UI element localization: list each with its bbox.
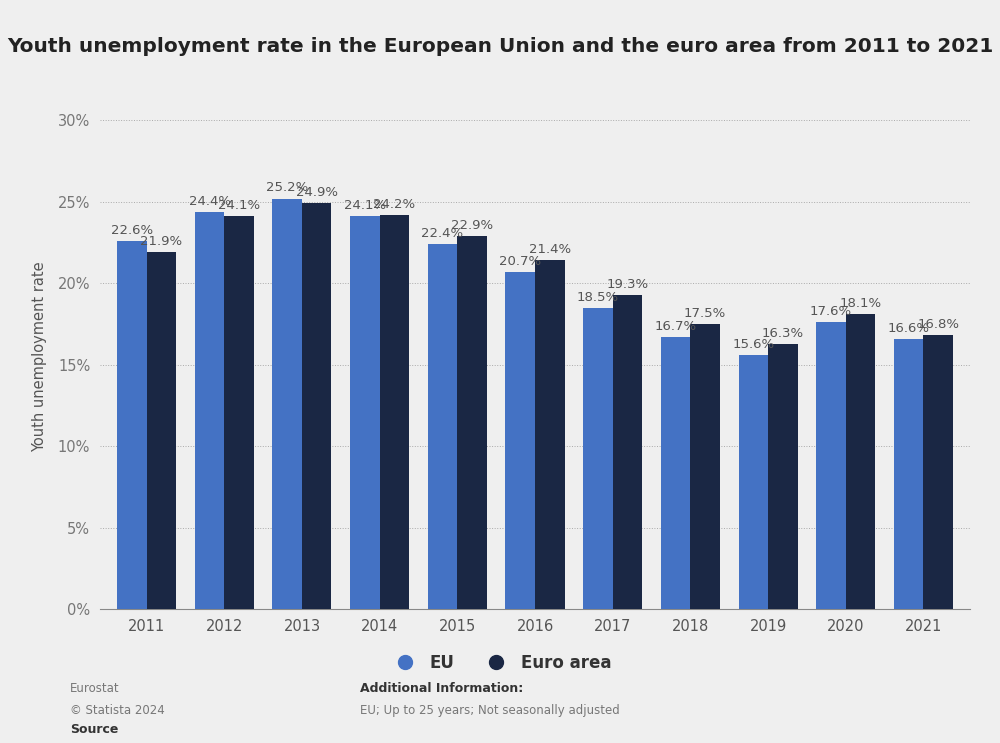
- Text: 16.6%: 16.6%: [888, 322, 930, 334]
- Text: 17.6%: 17.6%: [810, 305, 852, 318]
- Bar: [535, 261, 565, 609]
- Bar: [195, 212, 224, 609]
- Text: EU; Up to 25 years; Not seasonally adjusted: EU; Up to 25 years; Not seasonally adjus…: [360, 704, 620, 717]
- Text: 15.6%: 15.6%: [732, 338, 774, 351]
- Bar: [739, 355, 768, 609]
- Bar: [583, 308, 613, 609]
- Bar: [302, 204, 331, 609]
- Bar: [613, 295, 642, 609]
- Bar: [505, 272, 535, 609]
- Text: 16.3%: 16.3%: [762, 326, 804, 340]
- Bar: [224, 216, 254, 609]
- Text: 21.9%: 21.9%: [140, 236, 182, 248]
- Y-axis label: Youth unemployment rate: Youth unemployment rate: [32, 262, 47, 452]
- Text: 20.7%: 20.7%: [499, 255, 541, 267]
- Text: 22.6%: 22.6%: [111, 224, 153, 237]
- Text: 16.7%: 16.7%: [655, 320, 697, 333]
- Bar: [661, 337, 690, 609]
- Bar: [147, 253, 176, 609]
- Text: 24.9%: 24.9%: [296, 186, 338, 199]
- Bar: [428, 244, 457, 609]
- Bar: [846, 314, 875, 609]
- Bar: [272, 198, 302, 609]
- Text: 18.5%: 18.5%: [577, 291, 619, 304]
- Bar: [457, 236, 487, 609]
- Bar: [690, 324, 720, 609]
- Text: 24.4%: 24.4%: [189, 195, 231, 207]
- Text: 16.8%: 16.8%: [917, 319, 959, 331]
- Bar: [350, 216, 380, 609]
- Text: 24.2%: 24.2%: [373, 198, 415, 211]
- Text: Youth unemployment rate in the European Union and the euro area from 2011 to 202: Youth unemployment rate in the European …: [7, 37, 993, 56]
- Bar: [894, 339, 923, 609]
- Text: 21.4%: 21.4%: [529, 244, 571, 256]
- Text: Source: Source: [70, 723, 118, 736]
- Text: Eurostat: Eurostat: [70, 682, 120, 695]
- Text: 17.5%: 17.5%: [684, 307, 726, 320]
- Bar: [117, 241, 147, 609]
- Text: 24.1%: 24.1%: [218, 199, 260, 212]
- Legend: EU, Euro area: EU, Euro area: [381, 647, 619, 678]
- Bar: [816, 322, 846, 609]
- Text: 25.2%: 25.2%: [266, 181, 308, 195]
- Bar: [768, 343, 798, 609]
- Text: 24.1%: 24.1%: [344, 199, 386, 212]
- Text: 18.1%: 18.1%: [839, 297, 882, 310]
- Text: 22.9%: 22.9%: [451, 219, 493, 232]
- Bar: [380, 215, 409, 609]
- Text: 22.4%: 22.4%: [422, 227, 464, 240]
- Text: Additional Information:: Additional Information:: [360, 682, 523, 695]
- Text: 19.3%: 19.3%: [606, 278, 648, 291]
- Bar: [923, 335, 953, 609]
- Text: © Statista 2024: © Statista 2024: [70, 704, 165, 717]
